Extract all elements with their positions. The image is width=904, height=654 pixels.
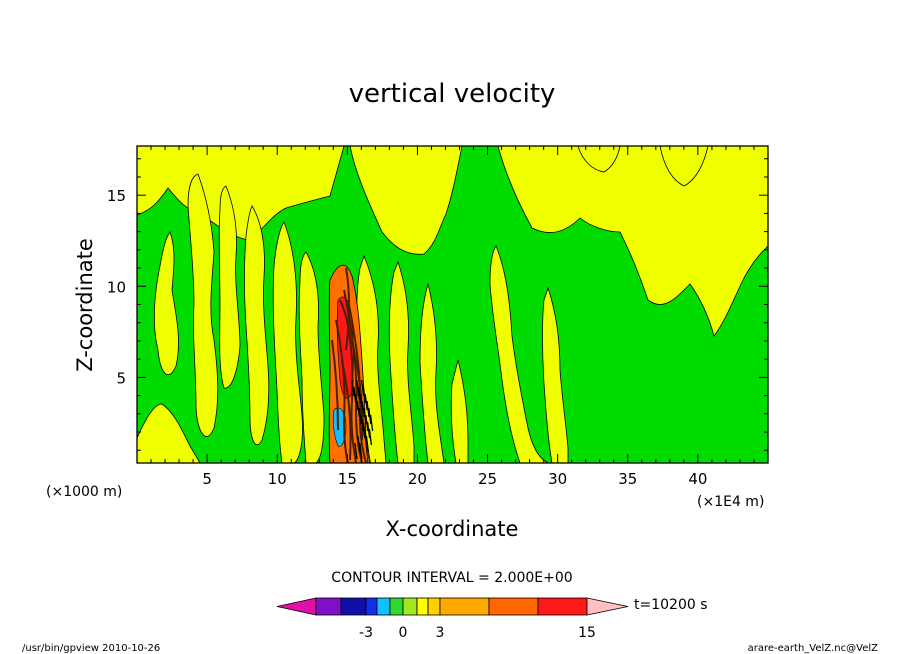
dense-contour-line: [363, 428, 368, 446]
x-unit-label: (×1000 m): [46, 484, 122, 500]
positive-region: [497, 146, 768, 337]
dense-contour-line: [363, 407, 367, 425]
axis-ticks: [137, 146, 768, 463]
dense-contour-line: [365, 435, 370, 453]
dense-contour-line: [359, 393, 364, 411]
dense-contour-line: [369, 414, 374, 432]
y-tick-label: 15: [107, 187, 126, 205]
footer-right: arare-earth_VelZ.nc@VelZ: [748, 643, 879, 654]
colorbar-segment: [315, 597, 342, 616]
colorbar-segment: [340, 597, 367, 616]
x-tick-label: 30: [548, 470, 567, 488]
y-axis-label: Z-coordinate: [73, 238, 97, 372]
dense-contour-line: [331, 339, 339, 431]
positive-region: [542, 286, 569, 463]
contour-interval-label: CONTOUR INTERVAL = 2.000E+00: [331, 570, 572, 586]
dense-contour-line: [353, 386, 357, 404]
dense-contour-line: [354, 442, 358, 460]
positive-region: [153, 231, 179, 376]
positive-region: [577, 146, 621, 173]
positive-region: [187, 173, 219, 437]
time-label: t=10200 s: [634, 597, 708, 613]
colorbar-tick-label: -3: [359, 625, 373, 641]
dense-contour-line: [357, 435, 361, 453]
dense-contour-line: [368, 407, 372, 425]
colorbar-segment: [389, 597, 404, 616]
positive-region: [272, 221, 303, 463]
footer-left: /usr/bin/gpview 2010-10-26: [22, 643, 160, 654]
positive-region: [298, 251, 325, 463]
y-tick-label: 10: [107, 278, 126, 296]
x-tick-labels: 5 10 15 20 25 30 35 40: [202, 470, 707, 488]
y-tick-label: 5: [116, 369, 126, 387]
dense-contour-line: [361, 400, 365, 418]
colorbar-low-extension: [276, 597, 317, 616]
positive-velocity-regions: [137, 146, 768, 463]
colorbar-segment: [376, 597, 391, 616]
positive-region: [388, 260, 415, 463]
colorbar-segment: [537, 597, 588, 616]
y-tick-labels: 5 10 15: [107, 187, 126, 387]
dense-contour-line: [364, 393, 368, 411]
downdraft-region: [332, 407, 347, 447]
dense-contour-line: [362, 386, 367, 404]
positive-region: [419, 282, 445, 463]
colorbar-tick-label: 0: [399, 625, 408, 641]
positive-region: [450, 359, 469, 463]
dense-contour-line: [359, 442, 363, 460]
colorbar-tick-label: 15: [578, 625, 596, 641]
dense-contour-line: [360, 379, 365, 397]
positive-region: [137, 403, 201, 463]
dense-contour-line: [345, 267, 350, 351]
x-scale-label: (×1E4 m): [697, 494, 764, 510]
contour-field: [137, 146, 768, 463]
dense-contour-line: [357, 386, 362, 404]
colorbar-segment: [402, 597, 418, 616]
positive-region: [489, 245, 549, 463]
x-tick-label: 40: [688, 470, 707, 488]
x-tick-label: 35: [618, 470, 637, 488]
colorbar-tick-label: 3: [436, 625, 445, 641]
dense-contour-line: [360, 414, 364, 432]
dense-contour-line: [366, 421, 371, 439]
colorbar: [276, 597, 629, 616]
positive-region: [244, 205, 270, 446]
dense-contour-line: [362, 421, 366, 439]
dense-contour-line: [368, 428, 373, 446]
dense-contour-line: [351, 379, 355, 397]
x-axis-label: X-coordinate: [386, 517, 519, 541]
x-tick-label: 20: [408, 470, 427, 488]
colorbar-segment: [427, 597, 441, 616]
positive-region: [659, 146, 709, 187]
dense-contour-line: [341, 359, 352, 461]
colorbar-segment: [416, 597, 429, 616]
positive-region: [218, 185, 241, 389]
dense-contour-line: [358, 407, 362, 425]
x-tick-label: 10: [268, 470, 287, 488]
colorbar-segment: [439, 597, 490, 616]
colorbar-high-extension: [586, 597, 629, 616]
dense-contour-line: [366, 400, 370, 418]
updraft-core: [328, 264, 374, 463]
colorbar-tick-labels: -3 0 3 15: [359, 625, 596, 641]
dense-contour-line: [354, 393, 359, 411]
x-tick-label: 15: [338, 470, 357, 488]
dense-contour-line: [356, 400, 361, 418]
dense-contour-line: [365, 414, 369, 432]
x-tick-label: 25: [478, 470, 497, 488]
dense-contour-line: [356, 379, 360, 397]
x-tick-label: 5: [202, 470, 212, 488]
colorbar-segment: [365, 597, 378, 616]
dense-contour-line: [335, 319, 349, 463]
positive-region: [349, 146, 463, 255]
chart-title: vertical velocity: [349, 79, 556, 109]
dense-contour-line: [339, 299, 357, 463]
colorbar-segment: [488, 597, 539, 616]
